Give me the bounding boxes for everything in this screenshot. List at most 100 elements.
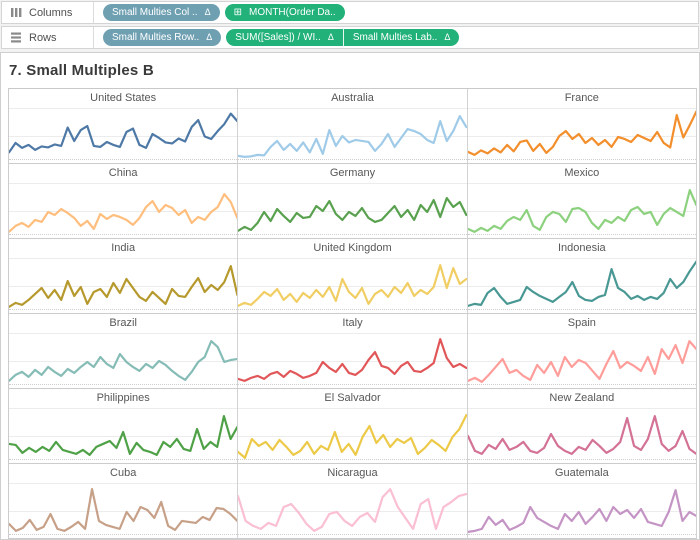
axis-baseline [467, 309, 696, 310]
sparkline-line [238, 489, 466, 531]
sparkline-line [9, 341, 237, 381]
columns-shelf-label: Columns [2, 2, 94, 23]
shelf-pill[interactable]: Small Multies Lab.. Δ [342, 29, 460, 46]
cell-country-label: Germany [329, 167, 376, 179]
sparkline-svg [238, 483, 466, 537]
sparkline-line [9, 114, 237, 153]
gridline [9, 408, 238, 409]
gridline [9, 108, 238, 109]
pill-label: Small Multies Lab.. [352, 32, 438, 43]
sparkline-line [9, 266, 237, 307]
sparkline-svg [468, 483, 696, 537]
small-multiple-cell: Brazil [9, 314, 239, 389]
axis-baseline [9, 234, 238, 235]
columns-pills: Small Multies Col .. Δ ⊞ MONTH(Order Da.. [103, 2, 350, 23]
axis-baseline [238, 234, 467, 235]
rows-pills: Small Multies Row.. Δ SUM([Sales]) / WI.. Δ… [103, 27, 464, 48]
sparkline-plot[interactable] [238, 333, 467, 387]
small-multiple-cell: Italy [238, 314, 468, 389]
gridline [9, 136, 238, 138]
gridline [467, 436, 696, 438]
table-calc-delta-icon: Δ [206, 32, 213, 42]
sparkline-svg [9, 333, 237, 387]
axis-baseline [238, 159, 467, 160]
sparkline-line [238, 415, 466, 458]
sparkline-svg [238, 183, 466, 237]
sparkline-line [468, 341, 696, 382]
cell-country-label: India [111, 242, 136, 254]
rows-shelf: Rows Small Multies Row.. Δ SUM([Sales]) / … [1, 26, 699, 49]
small-multiple-cell: India [9, 239, 239, 314]
sparkline-plot[interactable] [467, 183, 696, 237]
sparkline-plot[interactable] [9, 483, 238, 537]
shelf-pill[interactable]: Small Multies Row.. Δ [103, 29, 222, 46]
axis-baseline [467, 384, 696, 385]
sparkline-line [468, 262, 696, 306]
sparkline-plot[interactable] [9, 408, 238, 462]
cell-country-label: China [108, 167, 138, 179]
sparkline-plot[interactable] [467, 333, 696, 387]
sparkline-plot[interactable] [9, 333, 238, 387]
sparkline-line [468, 190, 696, 232]
sparkline-plot[interactable] [9, 108, 238, 162]
small-multiple-cell: Mexico [467, 164, 697, 239]
small-multiple-cell: Nicaragua [238, 464, 468, 539]
gridline [467, 286, 696, 288]
sparkline-line [238, 339, 466, 381]
sparkline-svg [9, 258, 237, 312]
sparkline-plot[interactable] [467, 483, 696, 537]
shelf-pill[interactable]: ⊞ MONTH(Order Da.. [224, 4, 345, 21]
gridline [467, 211, 696, 213]
table-calc-delta-icon: Δ [204, 7, 211, 17]
small-multiple-cell: United Kingdom [238, 239, 468, 314]
shelf-pill[interactable]: Small Multies Col .. Δ [103, 4, 220, 21]
sparkline-line [9, 416, 237, 455]
cell-country-label: France [564, 92, 599, 104]
gridline [238, 183, 467, 184]
gridline [467, 408, 696, 409]
rows-shelf-label: Rows [2, 27, 94, 48]
sparkline-plot[interactable] [238, 408, 467, 462]
pill-expand-icon[interactable]: ⊞ [233, 6, 242, 18]
sparkline-plot[interactable] [238, 183, 467, 237]
gridline [9, 511, 238, 513]
gridline [467, 333, 696, 334]
sparkline-svg [238, 333, 466, 387]
small-multiple-cell: El Salvador [238, 389, 468, 464]
rows-shelf-icon [11, 32, 22, 43]
gridline [238, 108, 467, 109]
gridline [238, 511, 467, 513]
small-multiple-cell: Spain [467, 314, 697, 389]
gridline [238, 408, 467, 409]
sparkline-svg [238, 108, 466, 162]
cell-country-label: New Zealand [549, 392, 615, 404]
small-multiple-cell: China [9, 164, 239, 239]
sparkline-plot[interactable] [238, 483, 467, 537]
gridline [238, 136, 467, 138]
small-multiple-cell: Guatemala [467, 464, 697, 539]
axis-baseline [238, 309, 467, 310]
sparkline-plot[interactable] [9, 183, 238, 237]
sparkline-plot[interactable] [9, 258, 238, 312]
sparkline-svg [238, 408, 466, 462]
sparkline-line [468, 490, 696, 532]
sparkline-plot[interactable] [238, 258, 467, 312]
sparkline-line [238, 116, 466, 157]
cell-country-label: Brazil [109, 317, 137, 329]
gridline [467, 258, 696, 259]
cell-country-label: Philippines [96, 392, 150, 404]
axis-baseline [9, 309, 238, 310]
shelf-pill[interactable]: SUM([Sales]) / WI.. Δ [226, 29, 343, 46]
sparkline-plot[interactable] [467, 408, 696, 462]
columns-shelf-icon [11, 7, 22, 18]
sparkline-plot[interactable] [467, 108, 696, 162]
gridline [9, 183, 238, 184]
small-multiple-cell: Indonesia [467, 239, 697, 314]
cell-country-label: Cuba [110, 467, 137, 479]
sparkline-plot[interactable] [467, 258, 696, 312]
gridline [238, 436, 467, 438]
axis-baseline [238, 459, 467, 460]
cell-country-label: Spain [567, 317, 596, 329]
sparkline-plot[interactable] [238, 108, 467, 162]
sheet-title: 7. Small Multiples B [9, 62, 154, 79]
